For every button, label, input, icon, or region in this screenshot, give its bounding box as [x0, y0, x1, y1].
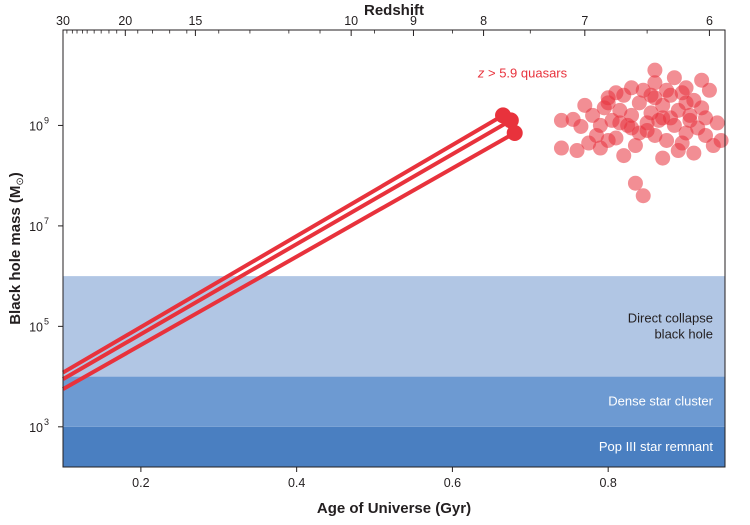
quasar-points: [553, 62, 729, 204]
quasar-annotation: z > 5.9 quasars: [477, 66, 568, 81]
growth-track-1: [61, 118, 512, 381]
x-tick-label-0: 0.2: [132, 476, 149, 490]
x-axis-title: Age of Universe (Gyr): [317, 500, 471, 517]
quasar-point-44: [616, 148, 632, 164]
annotation-layer: z > 5.9 quasars: [477, 66, 568, 81]
y-tick-exponent-1: 5: [44, 316, 49, 326]
quasar-point-49: [655, 150, 671, 166]
band-label-1-0: Dense star cluster: [608, 394, 713, 409]
track-end-1: [502, 112, 519, 129]
quasar-point-47: [639, 115, 655, 131]
quasar-point-55: [698, 127, 714, 143]
band-label-2-1: black hole: [654, 326, 713, 341]
quasar-point-3: [573, 118, 589, 134]
quasar-point-63: [659, 82, 675, 98]
quasar-point-40: [581, 135, 597, 151]
band-0: [63, 426, 725, 467]
quasar-point-45: [624, 80, 640, 96]
quasar-point-24: [659, 133, 675, 149]
y-axis-title-symbol: ⊙: [15, 177, 26, 185]
top-tick-label-1: 20: [118, 14, 132, 28]
y-tick-exponent-3: 9: [44, 115, 49, 125]
quasar-point-58: [678, 80, 694, 96]
y-tick-label-1: 10: [29, 320, 43, 334]
quasar-point-52: [678, 95, 694, 111]
y-axis-title-main: Black hole mass (M: [7, 186, 24, 325]
y-tick-exponent-2: 7: [44, 216, 49, 226]
growth-tracks: [61, 107, 523, 391]
y-tick-label-0: 10: [29, 421, 43, 435]
top-tick-label-7: 6: [706, 14, 713, 28]
quasar-point-38: [713, 133, 729, 149]
quasar-point-17: [631, 95, 647, 111]
quasar-point-15: [624, 107, 640, 123]
top-tick-label-2: 15: [188, 14, 202, 28]
quasar-point-68: [647, 127, 663, 143]
annotation-text: > 5.9 quasars: [484, 66, 567, 81]
quasar-point-64: [612, 115, 628, 131]
top-tick-label-6: 7: [581, 14, 588, 28]
quasar-point-59: [627, 175, 643, 191]
quasar-point-67: [624, 120, 640, 136]
growth-track-0: [61, 113, 505, 375]
quasar-point-66: [643, 87, 659, 103]
top-tick-label-5: 8: [480, 14, 487, 28]
quasar-point-61: [600, 95, 616, 111]
quasar-point-42: [600, 133, 616, 149]
y-axis-title: Black hole mass (M⊙): [7, 172, 26, 325]
track-end-2: [506, 124, 523, 141]
quasar-point-54: [694, 72, 710, 88]
top-axis-title: Redshift: [364, 2, 424, 19]
quasar-point-62: [655, 110, 671, 126]
mass-bands: Pop III star remnant Dense star cluster Di…: [63, 276, 725, 467]
quasar-point-65: [682, 112, 698, 128]
y-tick-label-2: 10: [29, 220, 43, 234]
quasar-point-39: [569, 143, 585, 159]
y-tick-label-3: 10: [29, 119, 43, 133]
band-2: [63, 276, 725, 377]
quasar-point-4: [553, 140, 569, 156]
quasar-point-48: [647, 75, 663, 91]
band-1: [63, 376, 725, 427]
x-tick-label-3: 0.8: [599, 476, 616, 490]
quasar-point-34: [698, 110, 714, 126]
top-redshift-axis: 30 20 15 10 9 8 7 6: [56, 14, 713, 36]
quasar-point-56: [647, 62, 663, 78]
bottom-axis: 0.2 0.4 0.6 0.8: [132, 467, 617, 490]
x-tick-label-2: 0.6: [444, 476, 461, 490]
top-tick-label-3: 10: [344, 14, 358, 28]
band-label-2-0: Direct collapse: [628, 310, 713, 325]
annotation-italic-z: z: [477, 66, 485, 81]
quasar-point-57: [666, 70, 682, 86]
quasar-point-53: [686, 145, 702, 161]
quasar-point-60: [635, 188, 651, 204]
x-tick-label-1: 0.4: [288, 476, 305, 490]
quasar-point-37: [709, 115, 725, 131]
plot-frame: [62, 29, 726, 468]
y-tick-exponent-0: 3: [44, 417, 49, 427]
band-label-0-0: Pop III star remnant: [599, 439, 714, 454]
quasar-point-69: [674, 135, 690, 151]
growth-track-2: [62, 131, 516, 391]
top-tick-label-0: 30: [56, 14, 70, 28]
top-tick-label-4: 9: [410, 14, 417, 28]
quasar-point-16: [627, 138, 643, 154]
quasar-point-0: [553, 112, 569, 128]
quasar-point-7: [592, 117, 608, 133]
y-axis-title-close: ): [7, 172, 24, 177]
quasar-point-12: [612, 102, 628, 118]
